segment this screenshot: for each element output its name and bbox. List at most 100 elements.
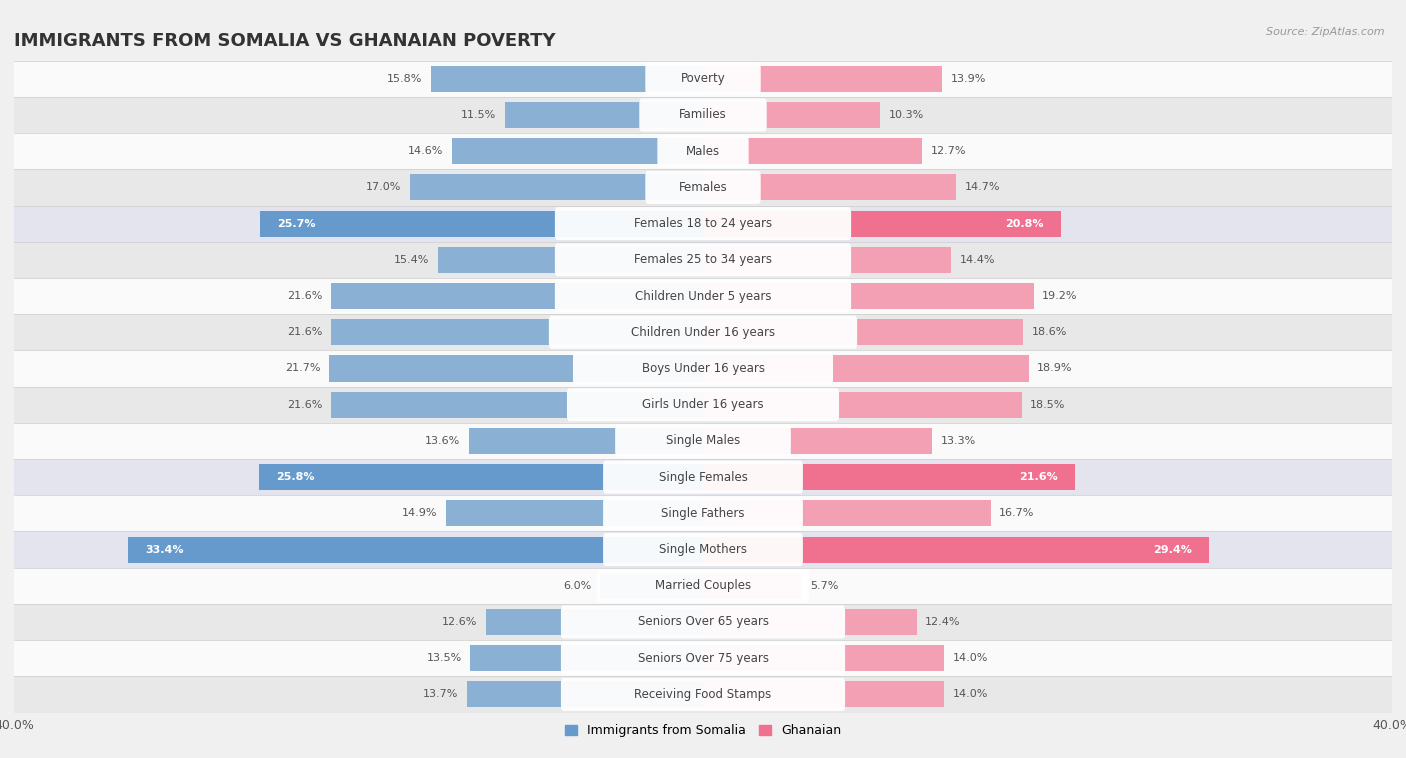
- Bar: [260, 211, 703, 236]
- Text: 6.0%: 6.0%: [562, 581, 591, 590]
- FancyBboxPatch shape: [14, 640, 1392, 676]
- Bar: [329, 356, 703, 381]
- Text: 19.2%: 19.2%: [1042, 291, 1078, 301]
- Bar: [505, 102, 703, 128]
- Text: 14.0%: 14.0%: [953, 690, 988, 700]
- Bar: [411, 174, 703, 200]
- Text: 12.4%: 12.4%: [925, 617, 960, 627]
- FancyBboxPatch shape: [14, 242, 1392, 278]
- FancyBboxPatch shape: [574, 352, 832, 385]
- Text: 13.9%: 13.9%: [950, 74, 987, 83]
- Text: Single Fathers: Single Fathers: [661, 507, 745, 520]
- FancyBboxPatch shape: [14, 205, 1392, 242]
- FancyBboxPatch shape: [14, 169, 1392, 205]
- Bar: [703, 645, 945, 672]
- Text: 17.0%: 17.0%: [366, 183, 402, 193]
- Bar: [703, 356, 1029, 381]
- Bar: [330, 283, 703, 309]
- Bar: [703, 537, 1209, 562]
- Text: 20.8%: 20.8%: [1005, 218, 1045, 229]
- FancyBboxPatch shape: [645, 171, 761, 204]
- FancyBboxPatch shape: [555, 280, 851, 312]
- Text: 15.4%: 15.4%: [394, 255, 429, 265]
- Text: 13.5%: 13.5%: [426, 653, 461, 663]
- FancyBboxPatch shape: [603, 461, 803, 493]
- Text: 16.7%: 16.7%: [1000, 509, 1035, 518]
- FancyBboxPatch shape: [14, 423, 1392, 459]
- Text: Families: Families: [679, 108, 727, 121]
- FancyBboxPatch shape: [14, 97, 1392, 133]
- FancyBboxPatch shape: [658, 135, 748, 168]
- Text: 15.8%: 15.8%: [387, 74, 422, 83]
- Text: Children Under 5 years: Children Under 5 years: [634, 290, 772, 302]
- Text: 14.4%: 14.4%: [960, 255, 995, 265]
- Text: 25.8%: 25.8%: [276, 472, 315, 482]
- Bar: [430, 66, 703, 92]
- FancyBboxPatch shape: [616, 424, 790, 457]
- FancyBboxPatch shape: [645, 62, 761, 96]
- FancyBboxPatch shape: [14, 676, 1392, 713]
- Bar: [471, 645, 703, 672]
- Bar: [703, 319, 1024, 346]
- Text: 21.6%: 21.6%: [287, 327, 322, 337]
- Text: 13.3%: 13.3%: [941, 436, 976, 446]
- Text: 14.7%: 14.7%: [965, 183, 1000, 193]
- Bar: [703, 138, 922, 164]
- FancyBboxPatch shape: [598, 569, 808, 603]
- FancyBboxPatch shape: [14, 495, 1392, 531]
- Text: Poverty: Poverty: [681, 72, 725, 85]
- Bar: [128, 537, 703, 562]
- Text: 14.9%: 14.9%: [402, 509, 437, 518]
- Text: 21.6%: 21.6%: [1019, 472, 1057, 482]
- Text: Single Females: Single Females: [658, 471, 748, 484]
- FancyBboxPatch shape: [14, 387, 1392, 423]
- FancyBboxPatch shape: [567, 388, 839, 421]
- Text: 33.4%: 33.4%: [145, 544, 183, 555]
- Bar: [259, 464, 703, 490]
- Text: Seniors Over 75 years: Seniors Over 75 years: [637, 652, 769, 665]
- Text: Single Mothers: Single Mothers: [659, 543, 747, 556]
- FancyBboxPatch shape: [555, 243, 851, 277]
- FancyBboxPatch shape: [561, 678, 845, 711]
- Bar: [703, 211, 1062, 236]
- Text: 14.0%: 14.0%: [953, 653, 988, 663]
- Text: Source: ZipAtlas.com: Source: ZipAtlas.com: [1267, 27, 1385, 36]
- Bar: [703, 500, 991, 526]
- FancyBboxPatch shape: [640, 99, 766, 131]
- Text: Boys Under 16 years: Boys Under 16 years: [641, 362, 765, 375]
- Text: 29.4%: 29.4%: [1153, 544, 1192, 555]
- Text: IMMIGRANTS FROM SOMALIA VS GHANAIAN POVERTY: IMMIGRANTS FROM SOMALIA VS GHANAIAN POVE…: [14, 32, 555, 50]
- Bar: [703, 66, 942, 92]
- Text: Receiving Food Stamps: Receiving Food Stamps: [634, 688, 772, 701]
- Bar: [703, 464, 1076, 490]
- Bar: [330, 319, 703, 346]
- Text: 18.5%: 18.5%: [1031, 399, 1066, 409]
- Text: Girls Under 16 years: Girls Under 16 years: [643, 398, 763, 411]
- Text: 13.7%: 13.7%: [423, 690, 458, 700]
- Bar: [703, 283, 1033, 309]
- Bar: [437, 247, 703, 273]
- Text: 18.9%: 18.9%: [1038, 364, 1073, 374]
- Bar: [703, 247, 950, 273]
- Bar: [703, 609, 917, 635]
- Bar: [330, 392, 703, 418]
- Bar: [486, 609, 703, 635]
- FancyBboxPatch shape: [14, 459, 1392, 495]
- Text: Married Couples: Married Couples: [655, 579, 751, 592]
- FancyBboxPatch shape: [555, 207, 851, 240]
- Bar: [703, 392, 1022, 418]
- FancyBboxPatch shape: [14, 278, 1392, 314]
- FancyBboxPatch shape: [14, 568, 1392, 604]
- FancyBboxPatch shape: [14, 205, 1392, 242]
- FancyBboxPatch shape: [14, 133, 1392, 169]
- Text: 5.7%: 5.7%: [810, 581, 838, 590]
- Text: Males: Males: [686, 145, 720, 158]
- FancyBboxPatch shape: [14, 531, 1392, 568]
- Text: 14.6%: 14.6%: [408, 146, 443, 156]
- Text: Females: Females: [679, 181, 727, 194]
- FancyBboxPatch shape: [14, 531, 1392, 568]
- Bar: [703, 573, 801, 599]
- Bar: [703, 428, 932, 454]
- Bar: [703, 681, 945, 707]
- FancyBboxPatch shape: [14, 61, 1392, 97]
